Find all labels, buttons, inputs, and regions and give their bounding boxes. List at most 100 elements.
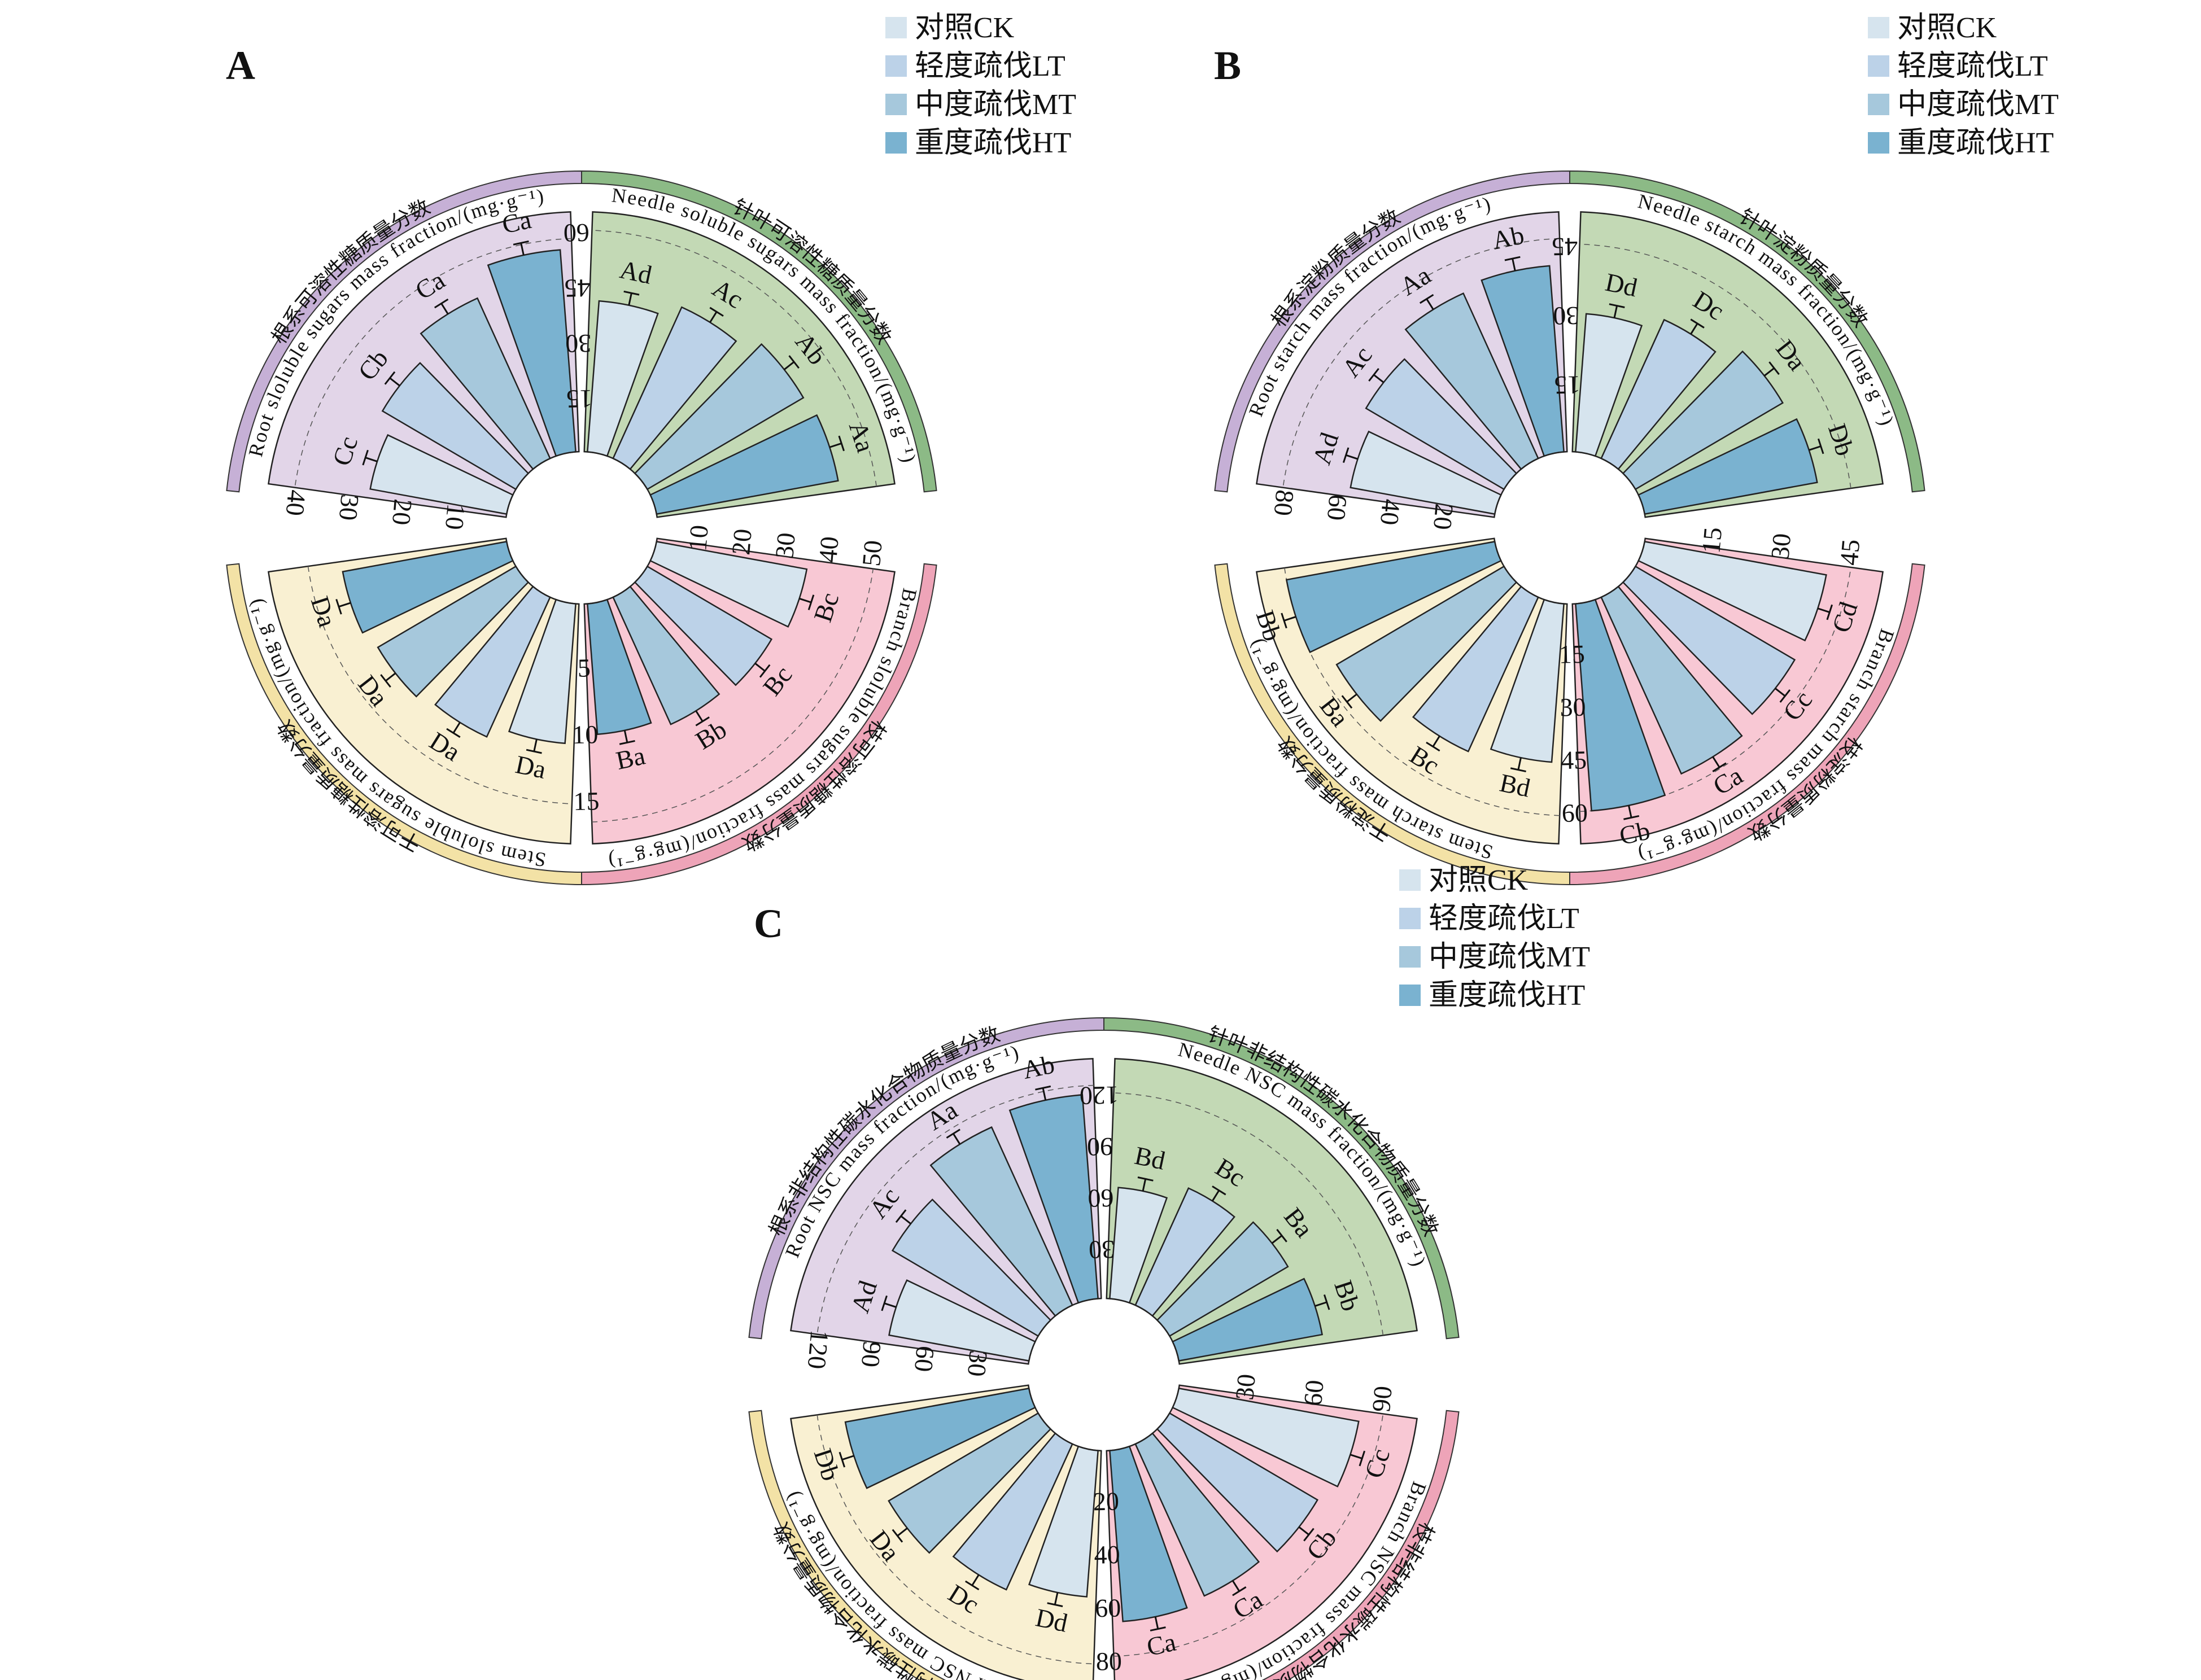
legend-swatch xyxy=(885,94,907,115)
error-cap xyxy=(380,674,391,688)
bar-ht xyxy=(487,249,577,457)
legend-swatch xyxy=(1399,985,1421,1006)
bar-ht xyxy=(1575,598,1666,812)
tick-label: 60 xyxy=(909,1345,940,1373)
bar-ht xyxy=(342,540,514,634)
tick-label: 15 xyxy=(1696,526,1727,554)
error-cap xyxy=(1150,1626,1166,1631)
organ-band xyxy=(748,1410,946,1680)
error-bar xyxy=(1690,323,1698,335)
organ-band xyxy=(748,1017,1104,1340)
tick-label: 60 xyxy=(1088,1184,1114,1213)
legend-swatch xyxy=(1399,869,1421,891)
tick-label: 40 xyxy=(1375,498,1406,526)
legend-item: 轻度疏伐LT xyxy=(885,50,1065,82)
organ-band xyxy=(1569,563,1925,886)
error-bar xyxy=(338,602,351,608)
error-bar xyxy=(1613,305,1618,318)
error-bar xyxy=(709,311,718,323)
significance-label: Dd xyxy=(1033,1603,1071,1638)
error-bar xyxy=(1346,454,1359,460)
tick-label: 60 xyxy=(1322,493,1353,522)
tick-label: 45 xyxy=(1835,538,1866,566)
bar-lt xyxy=(381,362,530,491)
bar-ck xyxy=(1575,313,1643,457)
error-cap xyxy=(1768,361,1780,375)
legend-item: 中度疏伐MT xyxy=(885,89,1076,121)
error-bar xyxy=(829,443,842,448)
bar-lt xyxy=(1156,1412,1318,1553)
error-cap xyxy=(513,240,529,246)
error-bar xyxy=(1042,1087,1047,1101)
organ-band xyxy=(226,563,582,886)
legend-item: 轻度疏伐LT xyxy=(1399,903,1579,935)
bar-mt xyxy=(612,585,720,725)
tick-label: 10 xyxy=(440,502,471,531)
error-cap xyxy=(1609,303,1625,308)
legend-item: 重度疏伐HT xyxy=(1868,127,2054,159)
organ-band xyxy=(1569,170,1925,493)
tick-label: 15 xyxy=(1558,640,1585,669)
tick-label: 40 xyxy=(813,535,844,563)
error-cap xyxy=(1368,368,1379,382)
tick-label: 20 xyxy=(387,498,418,526)
bar-ck xyxy=(1637,540,1827,642)
error-bar xyxy=(1283,616,1296,622)
error-bar xyxy=(1298,1526,1309,1535)
bar-ht xyxy=(649,414,839,515)
error-cap xyxy=(1212,1185,1226,1196)
legend-item: 重度疏伐HT xyxy=(885,127,1071,159)
error-cap xyxy=(1281,613,1287,629)
legend-label: 重度疏伐HT xyxy=(1429,979,1585,1012)
tick-label: 30 xyxy=(1560,693,1586,722)
bar-ht xyxy=(587,598,652,736)
error-cap xyxy=(1690,318,1705,329)
error-cap xyxy=(839,1451,846,1468)
bar-mt xyxy=(888,1412,1052,1554)
tick-label: 80 xyxy=(1269,489,1300,517)
tick-label: 45 xyxy=(1561,745,1587,775)
error-bar xyxy=(533,739,538,752)
error-bar xyxy=(900,1215,911,1224)
legend-swatch xyxy=(1868,17,1889,38)
bar-lt xyxy=(1622,565,1796,715)
legend-item: 中度疏伐MT xyxy=(1868,89,2059,121)
error-bar xyxy=(1432,736,1440,747)
error-bar xyxy=(1426,298,1434,310)
error-bar xyxy=(799,597,811,603)
bar-lt xyxy=(1134,1187,1235,1317)
legend-label: 轻度疏伐LT xyxy=(1429,903,1579,935)
error-cap xyxy=(1341,695,1353,709)
bar-lt xyxy=(612,306,737,470)
error-cap xyxy=(1419,294,1434,304)
legend-item: 中度疏伐MT xyxy=(1399,941,1590,973)
bar-ht xyxy=(1481,265,1565,457)
tick-label: 120 xyxy=(802,1329,835,1370)
significance-label: Ad xyxy=(617,255,654,290)
bar-ck xyxy=(508,598,577,745)
tick-label: 30 xyxy=(334,493,365,522)
error-bar xyxy=(1817,607,1830,613)
bar-ck xyxy=(888,1279,1036,1362)
error-bar xyxy=(1512,258,1516,271)
bar-ck xyxy=(1490,598,1565,763)
error-cap xyxy=(526,749,542,754)
legend-swatch xyxy=(1399,946,1421,968)
legend-item: 轻度疏伐LT xyxy=(1868,50,2048,82)
error-bar xyxy=(1211,1189,1220,1202)
center-hole xyxy=(1029,1300,1179,1450)
error-bar xyxy=(1628,805,1632,818)
panel-a: A对照CK轻度疏伐LT中度疏伐MT重度疏伐HTCcCbCaCa10203040R… xyxy=(226,12,1076,886)
error-cap xyxy=(1047,1602,1063,1607)
center-hole xyxy=(1495,453,1645,603)
bar-mt xyxy=(420,297,551,470)
tick-label: 80 xyxy=(1095,1647,1122,1676)
tick-label: 30 xyxy=(1765,532,1796,561)
gridline xyxy=(1113,1414,1384,1657)
legend-swatch xyxy=(1868,55,1889,77)
tick-label: 90 xyxy=(1366,1385,1398,1413)
legend-label: 对照CK xyxy=(915,12,1015,44)
legend-label: 对照CK xyxy=(1897,12,1997,44)
legend-swatch xyxy=(1868,94,1889,115)
